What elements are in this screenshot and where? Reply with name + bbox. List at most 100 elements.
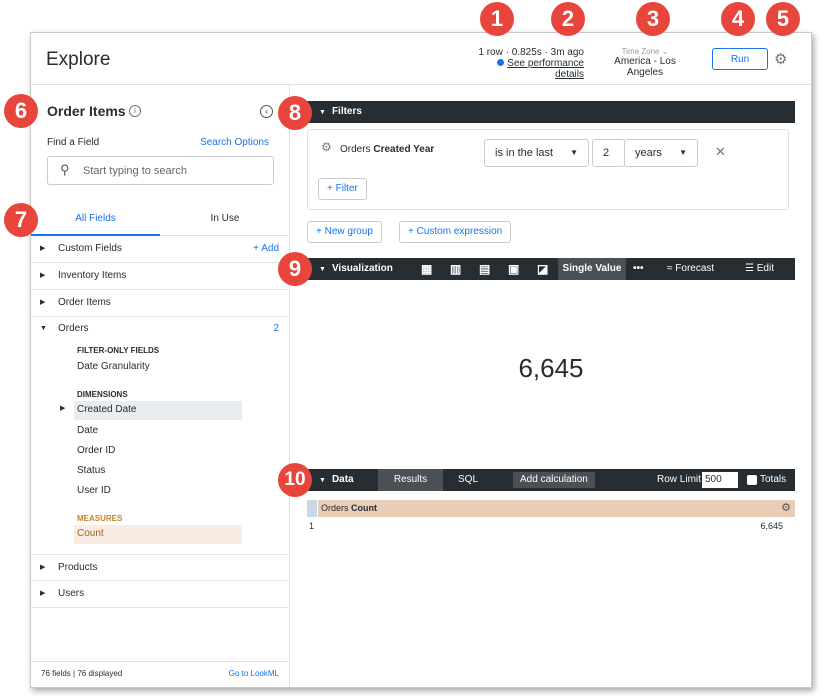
collapse-icon[interactable]: ‹ [260,105,273,118]
operator-select[interactable]: is in the last ▼ [484,139,589,167]
marker-2: 2 [551,2,585,36]
timezone-selector[interactable]: Time Zone ⌄ America - Los Angeles [595,47,695,78]
forecast-label: Forecast [675,263,715,274]
marker-5: 5 [766,2,800,36]
go-to-lookml-link[interactable]: Go to LookML [228,669,279,678]
caret-right-icon[interactable]: ▶ [60,405,66,412]
performance-link[interactable]: See performance details [507,58,584,80]
caret-right-icon: ▶ [40,590,46,597]
filter-value-input[interactable]: 2 [592,139,625,167]
forecast-icon: ≈ [667,263,676,274]
totals-checkbox[interactable] [747,475,757,485]
custom-expression-button[interactable]: + Custom expression [399,221,512,243]
bar-chart-icon[interactable]: ▤ [479,262,491,276]
column-header-orders-count[interactable]: Orders Count ⚙ [318,500,795,517]
close-icon[interactable]: ✕ [715,144,726,159]
gear-icon[interactable]: ⚙ [781,502,791,514]
row-number: 1 [309,521,315,531]
more-icon[interactable]: ••• [633,263,644,274]
tab-all-fields[interactable]: All Fields [31,205,160,236]
table-icon[interactable]: ▦ [421,262,433,276]
marker-1: 1 [480,2,514,36]
unit-value: years [635,147,662,159]
new-group-button[interactable]: + New group [307,221,382,243]
marker-3: 3 [636,2,670,36]
data-bar[interactable]: ▼ Data Results SQL Add calculation Row Li… [307,469,795,491]
stats-text: 1 row · 0.825s · 3m ago [478,47,584,58]
field-status[interactable]: Status [77,465,106,476]
group-orders[interactable]: ▼ Orders 2 [31,316,289,343]
page-title: Explore [46,49,111,70]
group-label: Inventory Items [58,270,127,281]
row-limit-input[interactable]: 500 [702,472,738,488]
single-value: 6,645 [518,353,584,383]
explore-name: Order Items [47,103,126,119]
forecast-button[interactable]: ≈ Forecast [667,258,714,280]
chevron-down-icon: ⌄ [661,47,669,56]
search-icon: ⚲ [60,162,70,177]
marker-4: 4 [721,2,755,36]
group-label: Order Items [58,297,111,308]
tz-label: Time Zone [621,47,660,56]
add-filter-button[interactable]: + Filter [318,178,367,200]
group-label: Products [58,562,98,573]
line-chart-icon[interactable]: ◪ [537,262,549,276]
sliders-icon: ☰ [745,263,757,274]
col-name: Count [351,503,378,513]
group-label: Users [58,588,85,599]
field-picker: Order Items i ‹ Find a Field Search Opti… [31,85,290,687]
field-order-id[interactable]: Order ID [77,445,116,456]
caret-down-icon: ▼ [570,148,578,157]
tab-in-use[interactable]: In Use [160,205,290,236]
group-products[interactable]: ▶ Products [31,554,289,581]
add-custom-field-button[interactable]: + Add [253,243,279,254]
search-options-link[interactable]: Search Options [200,137,269,148]
header: Explore 1 row · 0.825s · 3m ago See perf… [31,33,811,85]
section-dimensions: DIMENSIONS [77,390,128,399]
group-inventory-items[interactable]: ▶ Inventory Items [31,263,289,290]
field-name: Created Year [373,144,435,155]
section-measures: MEASURES [77,514,123,523]
filters-bar[interactable]: ▼ Filters [307,101,795,123]
group-label: Custom Fields [58,243,122,254]
in-use-count: 2 [273,323,279,334]
group-custom-fields[interactable]: ▶ Custom Fields + Add [31,236,289,263]
edit-button[interactable]: ☰ Edit [745,258,774,280]
sidebar-footer: 76 fields | 76 displayed Go to LookML [31,661,289,687]
field-created-date[interactable]: Created Date [74,401,242,420]
caret-down-icon: ▼ [319,266,326,273]
caret-right-icon: ▶ [40,272,46,279]
caret-down-icon: ▼ [319,109,326,116]
visualization-bar[interactable]: ▼ Visualization ▦ ▥ ▤ ▣ ◪ Single Value ••… [307,258,795,280]
caret-down-icon: ▼ [40,325,47,332]
gear-icon[interactable]: ⚙ [321,140,332,154]
info-icon[interactable]: i [129,105,141,117]
group-users[interactable]: ▶ Users [31,581,289,608]
field-date-granularity[interactable]: Date Granularity [77,361,150,372]
marker-7: 7 [4,203,38,237]
caret-down-icon: ▼ [679,148,687,157]
add-calculation-button[interactable]: Add calculation [513,472,595,488]
unit-select[interactable]: years ▼ [624,139,698,167]
search-input[interactable]: ⚲ Start typing to search [47,156,274,185]
main-panel: ▼ Filters ⚙ Orders Created Year is in the… [291,85,811,687]
field-count[interactable]: Count [74,525,242,544]
group-order-items[interactable]: ▶ Order Items [31,290,289,317]
query-stats: 1 row · 0.825s · 3m ago See performance … [471,47,584,80]
field-date[interactable]: Date [77,425,99,436]
scatter-icon[interactable]: ▣ [508,262,520,276]
tab-results[interactable]: Results [378,469,443,491]
find-field-label: Find a Field [47,137,100,148]
run-button[interactable]: Run [712,48,768,70]
single-value-button[interactable]: Single Value [558,258,626,280]
gear-icon[interactable]: ⚙ [774,51,788,68]
filter-panel: ⚙ Orders Created Year is in the last ▼ 2 … [307,129,789,210]
group-label: Orders [58,323,89,334]
tab-sql[interactable]: SQL [458,474,479,485]
tz-value: America - Los Angeles [614,56,676,78]
caret-down-icon: ▼ [319,477,326,484]
section-filter-only: FILTER-ONLY FIELDS [77,346,160,355]
field-user-id[interactable]: User ID [77,485,111,496]
column-chart-icon[interactable]: ▥ [450,262,462,276]
caret-right-icon: ▶ [40,564,46,571]
